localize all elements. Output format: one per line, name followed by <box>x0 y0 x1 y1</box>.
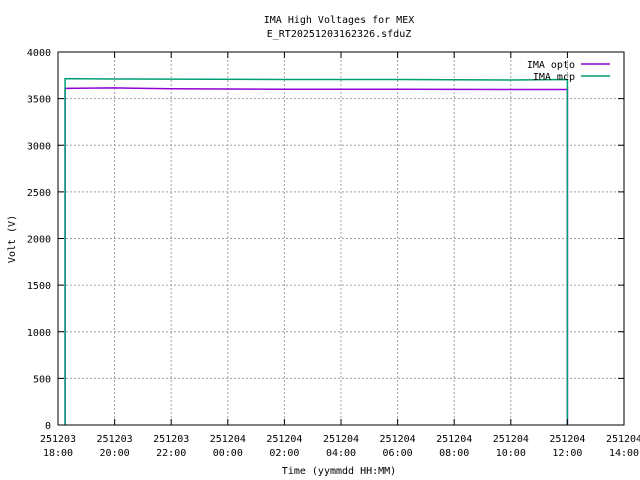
y-tick-label: 4000 <box>27 48 51 59</box>
x-tick-date: 251203 <box>153 434 189 445</box>
y-tick-label: 3500 <box>27 95 51 106</box>
x-tick-time: 14:00 <box>609 448 639 459</box>
y-tick-label: 0 <box>45 421 51 432</box>
x-tick-date: 251204 <box>493 434 529 445</box>
x-tick-time: 20:00 <box>100 448 130 459</box>
y-tick-label: 500 <box>33 374 51 385</box>
axis-ticks: 0 500 1000 1500 2000 2500 3000 3500 4000 251203 18… <box>27 48 640 459</box>
series-line-ima-opto <box>64 87 569 425</box>
y-tick-label: 1500 <box>27 281 51 292</box>
x-tick-time: 10:00 <box>496 448 526 459</box>
x-tick-date: 251204 <box>380 434 416 445</box>
chart-subtitle: E_RT20251203162326.sfduZ <box>267 29 412 40</box>
y-tick-label: 3000 <box>27 141 51 152</box>
legend-label: IMA mcp <box>533 72 575 83</box>
x-tick-time: 00:00 <box>213 448 243 459</box>
x-tick-date: 251204 <box>210 434 246 445</box>
series-lines <box>64 77 569 425</box>
x-tick-time: 18:00 <box>43 448 73 459</box>
x-tick-date: 251204 <box>436 434 472 445</box>
y-tick-label: 2500 <box>27 188 51 199</box>
x-tick-date: 251204 <box>266 434 302 445</box>
x-tick-time: 04:00 <box>326 448 356 459</box>
y-axis-label: Volt (V) <box>7 215 18 263</box>
x-tick-time: 06:00 <box>383 448 413 459</box>
x-tick-time: 22:00 <box>156 448 186 459</box>
x-tick-date: 251204 <box>549 434 585 445</box>
x-tick-time: 02:00 <box>269 448 299 459</box>
x-tick-time: 12:00 <box>552 448 582 459</box>
x-tick-date: 251204 <box>606 434 640 445</box>
x-axis-label: Time (yymmdd HH:MM) <box>282 466 396 477</box>
x-tick-date: 251203 <box>40 434 76 445</box>
series-line-ima-mcp <box>64 77 569 425</box>
y-tick-label: 2000 <box>27 235 51 246</box>
x-tick-time: 08:00 <box>439 448 469 459</box>
x-tick-date: 251204 <box>323 434 359 445</box>
legend-label: IMA opto <box>527 60 575 71</box>
chart-title: IMA High Voltages for MEX <box>264 15 415 26</box>
y-tick-label: 1000 <box>27 328 51 339</box>
grid <box>58 52 624 425</box>
x-tick-date: 251203 <box>97 434 133 445</box>
